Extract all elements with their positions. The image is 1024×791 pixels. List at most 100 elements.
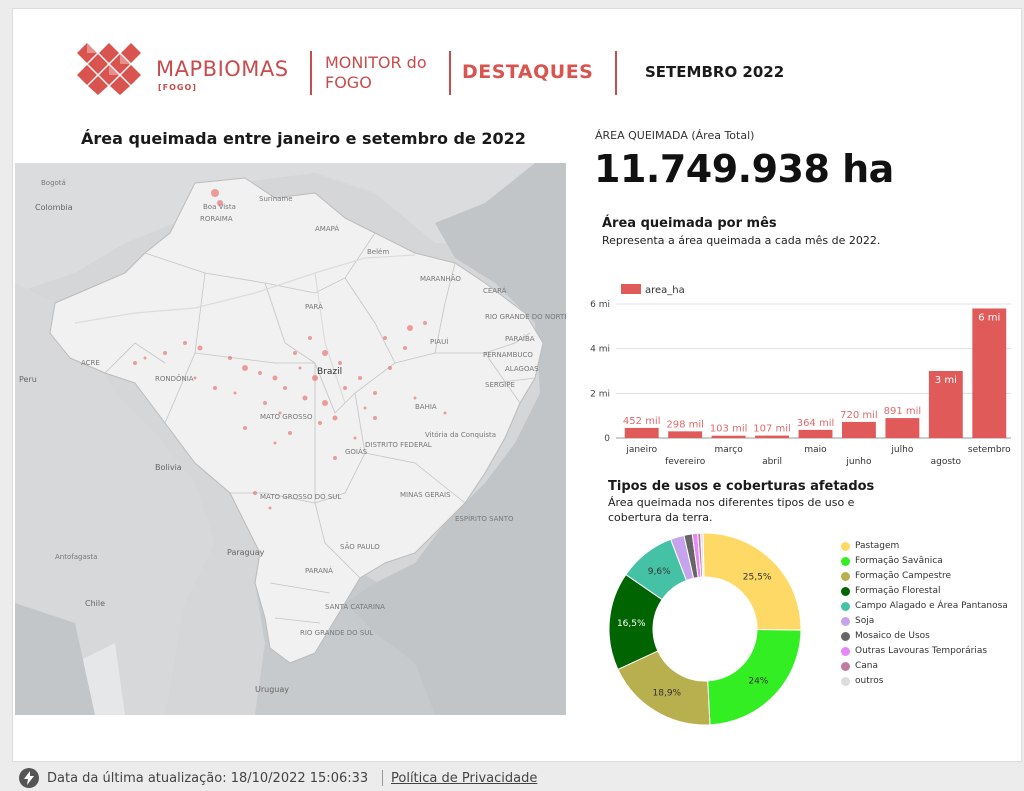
map-label-espirito-santo: ESPÍRITO SANTO <box>455 515 514 523</box>
map-label-rio-grande-do-sul: RIO GRANDE DO SUL <box>300 629 374 637</box>
y-tick-label: 6 mi <box>590 300 610 310</box>
header-divider <box>310 51 312 95</box>
map-title: Área queimada entre janeiro e setembro d… <box>81 129 526 148</box>
bar-value-label: 364 mil <box>797 418 835 429</box>
bar <box>972 308 1007 438</box>
landuse-chart-subtitle: Área queimada nos diferentes tipos de us… <box>608 496 855 524</box>
bar <box>624 427 659 438</box>
map-label-piaui: PIAUÍ <box>430 338 449 346</box>
legend-swatch <box>841 677 850 686</box>
bar-value-label: 452 mil <box>623 416 661 427</box>
x-tick-label: maio <box>804 445 827 455</box>
legend-swatch <box>841 557 850 566</box>
lightning-icon <box>19 768 39 788</box>
privacy-policy-link[interactable]: Política de Privacidade <box>391 771 538 786</box>
brand-biomas: BIOMAS <box>202 57 289 81</box>
legend-item[interactable]: Soja <box>841 616 1016 627</box>
legend-swatch <box>841 662 850 671</box>
map-label-ceara: CEARÁ <box>483 287 507 295</box>
bar-value-label: 107 mil <box>753 424 791 435</box>
bar-value-label: 298 mil <box>666 419 704 430</box>
map-label-paraguay: Paraguay <box>227 548 265 557</box>
legend-item[interactable]: Formação Florestal <box>841 586 1016 597</box>
landuse-chart-title: Tipos de usos e coberturas afetados <box>608 479 875 494</box>
legend-label: Pastagem <box>855 541 900 551</box>
map-label-mato-grosso: MATO GROSSO <box>260 413 313 421</box>
monitor-line-2: FOGO <box>325 73 372 92</box>
map-label-amapa: AMAPÁ <box>315 225 340 233</box>
y-tick-label: 4 mi <box>590 345 610 355</box>
header: MAPBIOMAS [FOGO] MONITOR do FOGO DESTAQU… <box>13 9 1021 129</box>
x-tick-label: março <box>714 445 743 455</box>
map-label-roraima: RORAIMA <box>200 215 233 223</box>
slice-label: 9,6% <box>648 567 671 577</box>
map-label-minas-gerais: MINAS GERAIS <box>400 491 451 499</box>
burned-area-map[interactable]: Bogotá Colombia Boa Vista Suriname RORAI… <box>15 163 566 715</box>
last-update-text: Data da última atualização: 18/10/2022 1… <box>47 771 369 786</box>
header-divider <box>449 51 451 95</box>
map-label-rondonia: RONDÔNIA <box>155 375 194 383</box>
legend-swatch <box>841 617 850 626</box>
legend-item[interactable]: Cana <box>841 661 1016 672</box>
map-label-bogota: Bogotá <box>41 179 66 187</box>
legend-item[interactable]: Mosaico de Usos <box>841 631 1016 642</box>
map-label-mato-grosso-do-sul: MATO GROSSO DO SUL <box>260 493 342 501</box>
monitor-title: MONITOR do FOGO <box>325 53 427 93</box>
legend-item[interactable]: outros <box>841 676 1016 687</box>
monthly-chart-title: Área queimada por mês <box>602 216 777 231</box>
brand-map: MAP <box>156 57 203 81</box>
kpi-label: ÁREA QUEIMADA (Área Total) <box>595 129 755 142</box>
legend-swatch <box>841 632 850 641</box>
legend-item[interactable]: Formação Campestre <box>841 571 1016 582</box>
legend-item[interactable]: Pastagem <box>841 541 1016 552</box>
map-label-boa-vista: Boa Vista <box>203 203 236 211</box>
legend-label: Cana <box>855 661 879 671</box>
map-label-para: PARÁ <box>305 303 323 311</box>
legend-label: Formação Savânica <box>855 556 943 566</box>
donut-slice <box>700 532 705 578</box>
monthly-bar-chart[interactable]: area_ha 0 2 mi 4 mi 6 mi 452 mil janeiro 298 mi… <box>566 271 1011 466</box>
bar <box>928 371 963 438</box>
map-label-paraiba: PARAÍBA <box>505 335 535 343</box>
legend-swatch <box>621 284 641 294</box>
map-label-chile: Chile <box>85 599 106 608</box>
monitor-line-1: MONITOR do <box>325 53 427 72</box>
legend-label: Mosaico de Usos <box>855 631 930 641</box>
map-label-vitoria: Vitória da Conquista <box>425 431 497 439</box>
map-label-brazil: Brazil <box>317 367 343 377</box>
bar <box>668 431 703 438</box>
brand-subtitle: [FOGO] <box>158 83 197 92</box>
kpi-value: 11.749.938 ha <box>594 147 894 191</box>
legend-item[interactable]: Outras Lavouras Temporárias <box>841 646 1016 657</box>
map-label-suriname: Suriname <box>259 195 293 203</box>
legend-swatch <box>841 602 850 611</box>
bar <box>842 421 876 438</box>
bar <box>798 429 833 438</box>
map-label-acre: ACRE <box>81 359 100 367</box>
map-label-alagoas: ALAGOAS <box>505 365 539 373</box>
map-label-sergipe: SERGIPE <box>485 381 515 389</box>
map-label-parana: PARANÁ <box>305 567 333 575</box>
mapbiomas-logo-icon <box>77 43 141 95</box>
legend-item[interactable]: Formação Savânica <box>841 556 1016 567</box>
report-page: MAPBIOMAS [FOGO] MONITOR do FOGO DESTAQU… <box>12 8 1022 762</box>
legend-item[interactable]: Campo Alagado e Área Pantanosa <box>841 601 1016 612</box>
slice-label: 16,5% <box>617 619 646 629</box>
x-tick-label: fevereiro <box>665 457 706 466</box>
y-tick-label: 0 <box>604 434 610 444</box>
bar <box>711 435 746 438</box>
donut-slice <box>702 532 802 631</box>
legend-label: Soja <box>855 616 875 626</box>
bar-value-label: 720 mil <box>840 410 878 421</box>
bar <box>755 435 789 438</box>
legend-label: area_ha <box>645 285 685 296</box>
map-label-sao-paulo: SÃO PAULO <box>340 543 380 551</box>
slice-label: 24% <box>748 676 768 686</box>
report-period: SETEMBRO 2022 <box>645 63 785 81</box>
y-tick-label: 2 mi <box>590 389 610 399</box>
footer-divider <box>382 770 383 786</box>
landuse-donut-chart[interactable]: 25,5% 24% 18,9% 16,5% 9,6% <box>605 529 805 729</box>
map-label-goias: GOIÁS <box>345 448 368 456</box>
legend-label: Formação Campestre <box>855 571 952 581</box>
section-title: DESTAQUES <box>462 61 594 83</box>
